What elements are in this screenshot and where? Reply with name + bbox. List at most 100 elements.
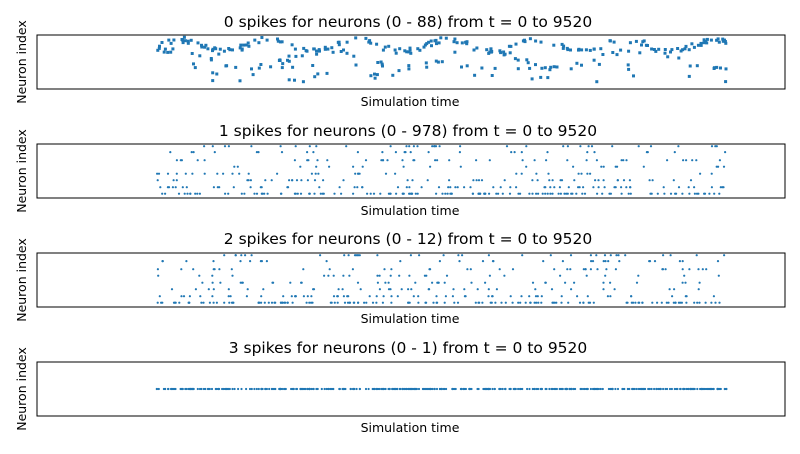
spike-point-1-97 (194, 192, 197, 195)
spike-point-1-246 (426, 179, 429, 182)
spike-point-1-280 (402, 192, 405, 195)
spike-point-1-165 (708, 192, 711, 195)
spike-point-2-373 (609, 295, 612, 298)
spike-point-0-22 (171, 47, 175, 51)
spike-point-0-228 (193, 66, 197, 70)
spike-point-2-0 (605, 268, 608, 271)
spike-point-1-219 (477, 179, 481, 182)
spike-point-3-215 (179, 387, 182, 391)
spike-point-0-168 (305, 49, 309, 53)
spike-point-3-366 (273, 387, 276, 391)
spike-point-3-386 (388, 387, 391, 391)
spike-point-3-393 (299, 387, 302, 391)
spike-point-0-120 (429, 39, 433, 43)
spike-point-1-21 (384, 172, 388, 175)
spike-point-2-91 (576, 295, 579, 298)
spike-point-1-238 (352, 192, 355, 195)
spike-point-2-216 (617, 254, 620, 257)
spike-point-3-68 (597, 387, 601, 391)
spike-point-0-258 (455, 41, 459, 45)
spike-point-0-20 (475, 46, 479, 50)
spike-point-0-7 (196, 41, 200, 45)
spike-point-3-352 (666, 387, 669, 391)
spike-point-0-191 (190, 52, 194, 55)
spike-point-3-391 (533, 387, 536, 391)
spike-point-1-17 (666, 159, 669, 162)
spike-point-2-283 (474, 301, 477, 304)
spike-point-1-8 (472, 179, 475, 182)
spike-point-2-148 (488, 274, 491, 277)
spike-point-1-22 (677, 145, 680, 148)
spike-point-2-351 (698, 301, 701, 304)
spike-point-2-46 (602, 288, 605, 291)
spike-point-1-325 (483, 192, 486, 195)
spike-point-3-160 (245, 387, 248, 391)
spike-point-2-171 (282, 295, 285, 298)
spike-point-3-335 (253, 387, 256, 391)
spike-point-2-37 (200, 301, 203, 304)
spike-point-2-340 (435, 295, 438, 298)
spike-point-3-206 (228, 387, 231, 391)
spike-point-1-10 (361, 165, 364, 168)
spike-point-2-338 (674, 301, 677, 304)
spike-point-2-312 (540, 295, 543, 298)
spike-point-0-2 (293, 47, 297, 51)
spike-point-2-57 (180, 295, 183, 298)
spike-point-2-227 (289, 281, 292, 284)
spike-point-3-370 (391, 387, 394, 391)
spike-point-3-404 (260, 387, 263, 391)
spike-point-3-363 (723, 387, 726, 391)
spike-point-1-36 (312, 151, 315, 154)
spike-point-3-395 (408, 387, 411, 391)
spike-point-0-246 (723, 40, 727, 43)
spike-point-0-153 (560, 42, 564, 46)
spike-point-1-152 (614, 186, 617, 189)
spike-point-3-405 (621, 387, 625, 391)
spike-point-0-264 (206, 47, 210, 51)
spike-point-3-302 (429, 387, 432, 391)
spike-point-1-374 (196, 159, 199, 162)
spike-point-2-318 (589, 268, 593, 271)
spike-point-3-158 (628, 387, 631, 391)
spike-point-0-13 (364, 36, 368, 40)
spike-point-1-13 (547, 172, 550, 175)
spike-point-2-53 (695, 254, 698, 257)
spike-point-1-89 (492, 186, 495, 189)
spike-point-1-333 (224, 192, 227, 195)
spike-point-2-196 (534, 288, 537, 291)
spike-point-1-11 (429, 165, 432, 168)
spike-point-2-255 (718, 301, 721, 304)
spike-point-2-204 (638, 301, 641, 304)
spike-point-1-340 (161, 192, 164, 195)
spike-point-1-367 (356, 186, 359, 189)
spike-point-2-111 (696, 301, 699, 304)
spike-point-1-175 (416, 192, 419, 195)
spike-point-3-146 (250, 387, 253, 391)
spike-point-1-337 (177, 192, 181, 195)
spike-point-2-102 (671, 295, 674, 298)
spike-point-2-203 (336, 301, 339, 304)
spike-point-0-209 (619, 48, 623, 52)
spike-point-2-202 (378, 288, 381, 291)
spike-point-2-375 (665, 301, 668, 304)
spike-point-0-229 (528, 37, 532, 41)
spike-point-0-34 (391, 73, 395, 77)
spike-point-2-288 (228, 301, 231, 304)
spike-point-3-228 (367, 387, 370, 391)
spike-point-3-266 (589, 387, 593, 391)
spike-point-0-216 (204, 43, 208, 47)
spike-point-0-162 (485, 48, 489, 52)
spike-point-2-333 (300, 281, 303, 284)
spike-point-1-258 (520, 151, 523, 154)
spike-point-3-298 (718, 387, 721, 391)
spike-point-0-281 (209, 57, 213, 60)
spike-point-1-61 (174, 186, 177, 189)
spike-point-1-351 (261, 192, 264, 195)
spike-point-1-105 (495, 192, 498, 195)
spike-point-1-288 (231, 172, 234, 175)
spike-point-0-271 (430, 44, 433, 48)
spike-point-2-220 (664, 268, 667, 271)
spike-point-0-86 (676, 47, 680, 50)
spike-point-0-57 (418, 48, 422, 52)
spike-point-2-167 (376, 254, 379, 257)
